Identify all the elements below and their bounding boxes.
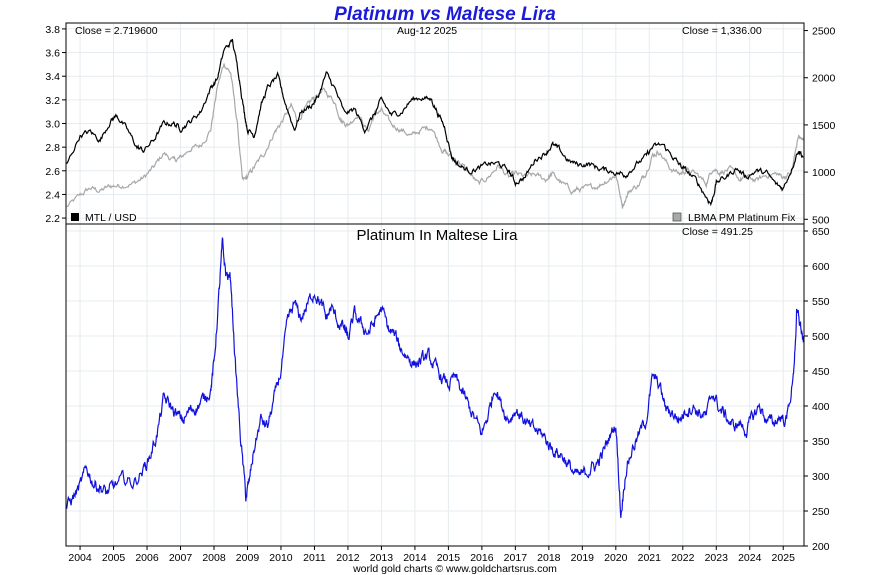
- x-tick-label: 2025: [772, 552, 796, 564]
- x-tick-label: 2022: [671, 552, 695, 564]
- x-tick-label: 2021: [638, 552, 662, 564]
- x-tick-label: 2005: [102, 552, 126, 564]
- bottom-right-tick-label: 200: [812, 541, 830, 553]
- top-right-tick-label: 1000: [812, 167, 836, 179]
- bottom-panel-frame: [65, 223, 805, 547]
- x-tick-label: 2024: [738, 552, 762, 564]
- x-tick-label: 2013: [370, 552, 394, 564]
- top-right-tick-label: 500: [812, 214, 830, 226]
- top-left-tick-label: 3.0: [45, 119, 60, 131]
- x-axis: 2004 2005 2006 2007 2008 2009 2010 2011 2012 2013…: [68, 546, 795, 564]
- x-tick-label: 2023: [705, 552, 729, 564]
- legend-label-mtl: MTL / USD: [85, 212, 137, 224]
- top-date-label: Aug-12 2025: [397, 25, 457, 37]
- x-tick-label: 2010: [269, 552, 293, 564]
- x-tick-label: 2017: [504, 552, 528, 564]
- top-left-tick-label: 3.4: [45, 71, 60, 83]
- top-left-tick-label: 2.8: [45, 142, 60, 154]
- top-close-right: Close = 1,336.00: [682, 25, 762, 37]
- bottom-right-tick-label: 650: [812, 226, 830, 238]
- top-right-tick-label: 2500: [812, 26, 836, 38]
- x-tick-label: 2019: [571, 552, 595, 564]
- top-left-tick-label: 3.6: [45, 48, 60, 60]
- x-tick-label: 2004: [68, 552, 92, 564]
- x-tick-label: 2018: [537, 552, 561, 564]
- top-right-tick-label: 2000: [812, 73, 836, 85]
- top-right-tick-label: 1500: [812, 120, 836, 132]
- credit-footer: world gold charts © www.goldchartsrus.co…: [352, 563, 557, 575]
- bottom-right-axis: 200 250 300 350 400 450 500 550 600 650: [804, 226, 830, 553]
- bottom-right-tick-label: 500: [812, 331, 830, 343]
- x-tick-label: 2020: [604, 552, 628, 564]
- mtl-usd-line: [66, 38, 804, 207]
- x-tick-label: 2006: [135, 552, 159, 564]
- bottom-panel-grid: [66, 224, 804, 547]
- top-left-tick-label: 3.8: [45, 24, 60, 36]
- bottom-right-tick-label: 250: [812, 506, 830, 518]
- x-tick-label: 2011: [303, 552, 326, 564]
- bottom-right-tick-label: 550: [812, 296, 830, 308]
- x-tick-label: 2007: [169, 552, 193, 564]
- top-close-left: Close = 2.719600: [75, 25, 158, 37]
- bottom-right-tick-label: 300: [812, 471, 830, 483]
- x-tick-label: 2014: [403, 552, 427, 564]
- top-left-axis: 2.2 2.4 2.6 2.8 3.0 3.2 3.4 3.6 3.8: [45, 24, 66, 225]
- bottom-right-tick-label: 600: [812, 261, 830, 273]
- top-panel-grid: [66, 23, 804, 224]
- top-left-tick-label: 2.6: [45, 166, 60, 178]
- legend-label-platinum: LBMA PM Platinum Fix: [688, 212, 796, 224]
- top-left-tick-label: 3.2: [45, 95, 60, 107]
- chart-title: Platinum vs Maltese Lira: [334, 4, 556, 25]
- x-tick-label: 2008: [202, 552, 226, 564]
- bottom-right-tick-label: 350: [812, 436, 830, 448]
- x-tick-label: 2012: [336, 552, 360, 564]
- legend-swatch-platinum: [672, 212, 682, 222]
- platinum-in-mtl-line: [66, 237, 804, 518]
- top-left-tick-label: 2.2: [45, 213, 60, 225]
- bottom-panel-title: Platinum In Maltese Lira: [357, 227, 519, 244]
- x-tick-label: 2015: [437, 552, 461, 564]
- bottom-right-tick-label: 400: [812, 401, 830, 413]
- platinum-usd-line: [66, 63, 804, 209]
- x-tick-label: 2009: [236, 552, 260, 564]
- top-right-axis: 500 1000 1500 2000 2500: [804, 26, 836, 226]
- legend-swatch-mtl: [71, 213, 79, 221]
- bottom-right-tick-label: 450: [812, 366, 830, 378]
- x-tick-label: 2016: [470, 552, 494, 564]
- top-left-tick-label: 2.4: [45, 189, 60, 201]
- bottom-close-label: Close = 491.25: [682, 226, 753, 238]
